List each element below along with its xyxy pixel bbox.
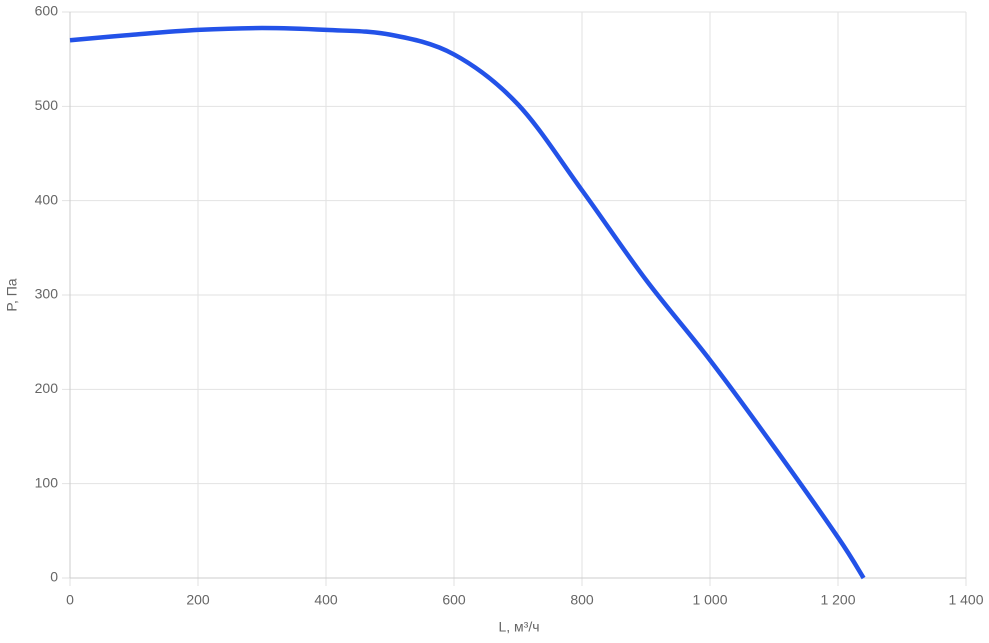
y-tick-label: 400	[35, 191, 59, 207]
y-tick-label: 0	[50, 569, 58, 585]
y-tick-label: 300	[35, 286, 59, 302]
line-series	[69, 25, 866, 580]
y-tick-label: 200	[35, 380, 59, 396]
x-tick-label: 600	[442, 592, 466, 608]
y-axis-label: P, Па	[4, 278, 20, 311]
x-tick-label: 1 200	[820, 592, 855, 608]
y-tick-label: 100	[35, 474, 59, 490]
y-tick-label: 600	[35, 3, 59, 19]
x-tick-label: 0	[66, 592, 74, 608]
x-tick-label: 800	[570, 592, 594, 608]
x-tick-label: 400	[314, 592, 338, 608]
x-tick-label: 200	[186, 592, 210, 608]
x-tick-label: 1 000	[692, 592, 727, 608]
y-tick-label: 500	[35, 97, 59, 113]
x-tick-label: 1 400	[948, 592, 983, 608]
x-axis-label: L, м³/ч	[498, 619, 539, 635]
